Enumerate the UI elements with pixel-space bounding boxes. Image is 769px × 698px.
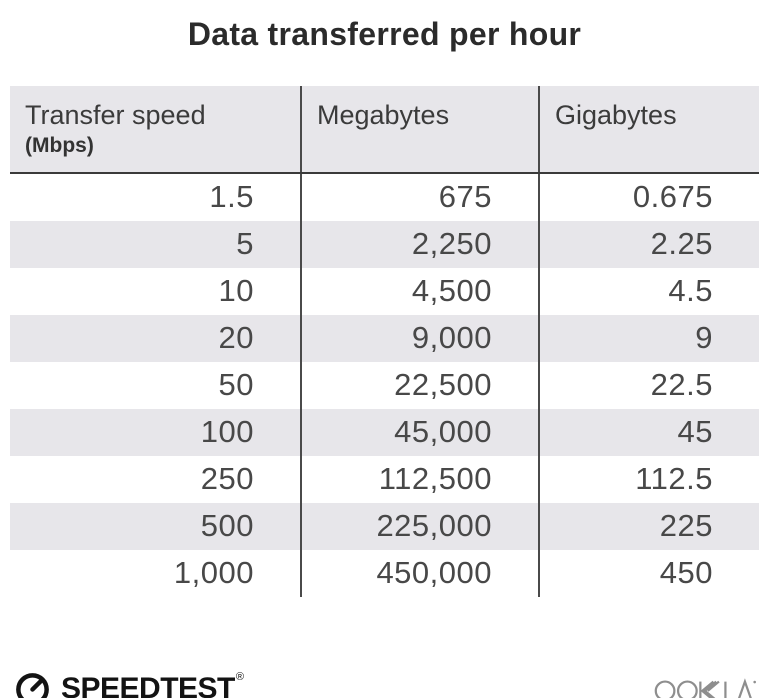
table-row: 100 45,000 45 xyxy=(10,409,759,456)
speedtest-logo: SPEEDTEST ® xyxy=(13,669,244,698)
column-header-gigabytes: Gigabytes xyxy=(538,86,759,172)
cell-transfer-speed: 50 xyxy=(218,367,254,402)
speedtest-wordmark: SPEEDTEST xyxy=(61,671,235,698)
ookla-logo xyxy=(653,672,757,698)
cell-gigabytes: 9 xyxy=(538,315,759,362)
cell-transfer-speed: 20 xyxy=(218,320,254,355)
cell-megabytes: 2,250 xyxy=(300,221,538,268)
cell-transfer-speed: 500 xyxy=(200,508,254,543)
table-row: 50 22,500 22.5 xyxy=(10,362,759,409)
cell-megabytes: 22,500 xyxy=(300,362,538,409)
cell-gigabytes: 4.5 xyxy=(538,268,759,315)
cell-megabytes: 450,000 xyxy=(300,550,538,597)
column-header-gigabytes-label: Gigabytes xyxy=(555,100,677,130)
footer: SPEEDTEST ® xyxy=(13,669,757,698)
cell-megabytes: 112,500 xyxy=(300,456,538,503)
cell-gigabytes: 0.675 xyxy=(538,174,759,221)
cell-gigabytes: 112.5 xyxy=(538,456,759,503)
column-header-megabytes-label: Megabytes xyxy=(317,100,450,130)
page-title: Data transferred per hour xyxy=(187,16,582,52)
table-row: 20 9,000 9 xyxy=(10,315,759,362)
column-header-transfer-speed: Transfer speed (Mbps) xyxy=(10,86,300,172)
cell-transfer-speed: 250 xyxy=(200,461,254,496)
cell-transfer-speed: 1,000 xyxy=(173,555,254,590)
table-row: 5 2,250 2.25 xyxy=(10,221,759,268)
table-row: 1,000 450,000 450 xyxy=(10,550,759,597)
ookla-wordmark-icon xyxy=(654,677,756,698)
cell-transfer-speed: 1.5 xyxy=(209,179,254,214)
cell-transfer-speed: 5 xyxy=(236,226,254,261)
cell-gigabytes: 22.5 xyxy=(538,362,759,409)
column-header-megabytes: Megabytes xyxy=(300,86,538,172)
registered-trademark-icon: ® xyxy=(235,671,244,683)
column-header-transfer-speed-label: Transfer speed xyxy=(25,100,206,130)
table-row: 10 4,500 4.5 xyxy=(10,268,759,315)
speedtest-gauge-icon xyxy=(16,673,49,698)
cell-megabytes: 9,000 xyxy=(300,315,538,362)
table-row: 250 112,500 112.5 xyxy=(10,456,759,503)
table-row: 1.5 675 0.675 xyxy=(10,174,759,221)
column-header-transfer-speed-unit: (Mbps) xyxy=(25,134,94,157)
table-row: 500 225,000 225 xyxy=(10,503,759,550)
cell-gigabytes: 225 xyxy=(538,503,759,550)
cell-gigabytes: 2.25 xyxy=(538,221,759,268)
cell-gigabytes: 450 xyxy=(538,550,759,597)
data-table: Transfer speed (Mbps) Megabytes Gigabyte… xyxy=(10,86,759,597)
cell-megabytes: 675 xyxy=(300,174,538,221)
cell-megabytes: 225,000 xyxy=(300,503,538,550)
cell-gigabytes: 45 xyxy=(538,409,759,456)
cell-transfer-speed: 10 xyxy=(218,273,254,308)
table-header-row: Transfer speed (Mbps) Megabytes Gigabyte… xyxy=(10,86,759,174)
cell-transfer-speed: 100 xyxy=(200,414,254,449)
cell-megabytes: 45,000 xyxy=(300,409,538,456)
cell-megabytes: 4,500 xyxy=(300,268,538,315)
table-body: 1.5 675 0.675 5 2,250 2.25 10 4,500 4.5 20 9,000 9 5… xyxy=(10,174,759,597)
